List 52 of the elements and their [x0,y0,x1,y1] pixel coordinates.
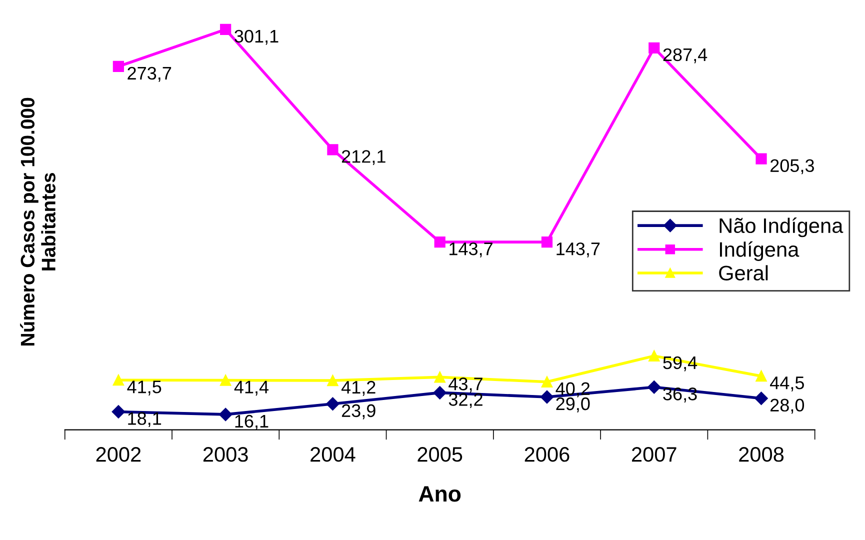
point [434,236,446,248]
x-tick-label: 2002 [96,447,141,462]
point [220,24,232,35]
point [648,380,661,394]
point [112,60,124,72]
data-label: 36,3 [663,388,697,402]
point [220,374,232,386]
x-tick-label: 2008 [739,447,784,462]
point [327,144,338,156]
data-label: 287,4 [663,48,708,64]
point [540,390,554,404]
point [541,236,553,248]
legend-label: Geral [719,265,768,280]
point [218,408,232,422]
data-label: 16,1 [235,414,268,430]
point [434,372,446,383]
data-label: 205,3 [770,159,814,174]
point [112,405,126,418]
point [754,392,768,405]
data-label: 301,1 [234,30,278,45]
point [112,374,124,386]
x-tick-label: 2004 [310,447,356,462]
x-tick-label: 2006 [524,447,570,462]
point [648,42,660,54]
x-tick-label: 2003 [203,447,248,462]
point [326,397,340,410]
data-label: 23,9 [342,404,376,420]
data-label: 273,7 [128,66,172,82]
data-label: 143,7 [556,242,600,258]
data-label: 41,2 [341,380,376,396]
data-label: 44,5 [770,376,804,392]
point [756,370,767,382]
data-label: 41,5 [127,380,162,396]
data-label: 41,4 [234,380,269,396]
point [756,153,767,164]
legend-label: Não Indígena [720,218,844,238]
data-label: 32,2 [448,393,482,408]
x-axis-title: Ano [418,486,461,502]
legend-label: Indígena [720,241,800,261]
data-label: 28,0 [770,398,804,414]
data-label: 29,0 [556,397,590,412]
data-label: 143,7 [450,242,492,258]
data-label: 212,1 [342,150,386,165]
data-label: 18,1 [128,412,162,428]
x-tick-label: 2005 [418,447,462,462]
point [648,350,660,362]
data-label: 43,7 [448,378,482,392]
point [541,376,553,388]
point [433,386,446,400]
point [327,374,338,386]
y-axis-title: Número Casos por 100.000 Habitantes [20,98,56,346]
x-tick-label: 2007 [632,447,676,462]
